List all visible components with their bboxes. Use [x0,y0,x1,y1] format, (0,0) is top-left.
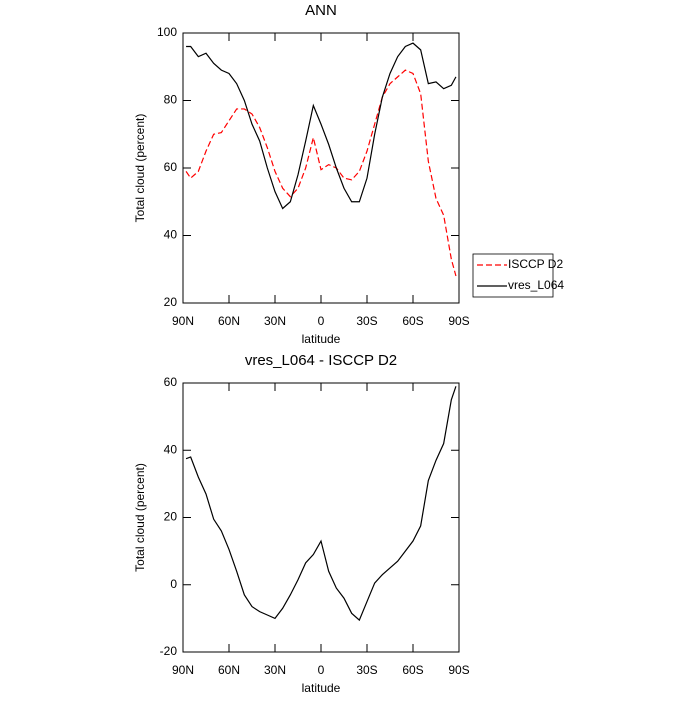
x-tick-label: 90N [172,663,194,677]
x-axis-label: latitude [302,681,341,695]
y-tick-label: 20 [164,295,178,309]
y-tick-label: 20 [164,510,178,524]
x-tick-label: 60S [402,663,423,677]
plot-frame [182,382,460,653]
x-tick-label: 90N [172,314,194,328]
y-tick-label: 40 [164,228,178,242]
x-tick-label: 30N [264,314,286,328]
x-tick-label: 60N [218,663,240,677]
series-line [185,386,457,622]
chart-title: ANN [305,2,337,19]
y-tick-label: 60 [164,375,178,389]
x-tick-label: 60N [218,314,240,328]
y-tick-label: -20 [160,644,178,658]
y-tick-label: 60 [164,160,178,174]
x-tick-label: 30S [356,314,377,328]
x-tick-label: 0 [318,663,325,677]
y-tick-label: 0 [170,577,177,591]
legend-label: ISCCP D2 [508,257,563,271]
x-tick-label: 0 [318,314,325,328]
y-tick-label: 80 [164,93,178,107]
legend-box [472,253,554,298]
x-tick-label: 90S [448,663,469,677]
x-tick-label: 30S [356,663,377,677]
legend-label: vres_L064 [508,278,564,292]
x-axis-label: latitude [302,332,341,346]
y-tick-label: 100 [157,25,177,39]
x-tick-label: 30N [264,663,286,677]
series-line [185,69,457,277]
x-tick-label: 60S [402,314,423,328]
plot-frame [182,32,460,304]
y-axis-label: Total cloud (percent) [133,114,147,223]
y-axis-label: Total cloud (percent) [133,463,147,572]
series-line [186,42,457,210]
x-tick-label: 90S [448,314,469,328]
y-tick-label: 40 [164,442,178,456]
chart-title: vres_L064 - ISCCP D2 [245,352,397,369]
